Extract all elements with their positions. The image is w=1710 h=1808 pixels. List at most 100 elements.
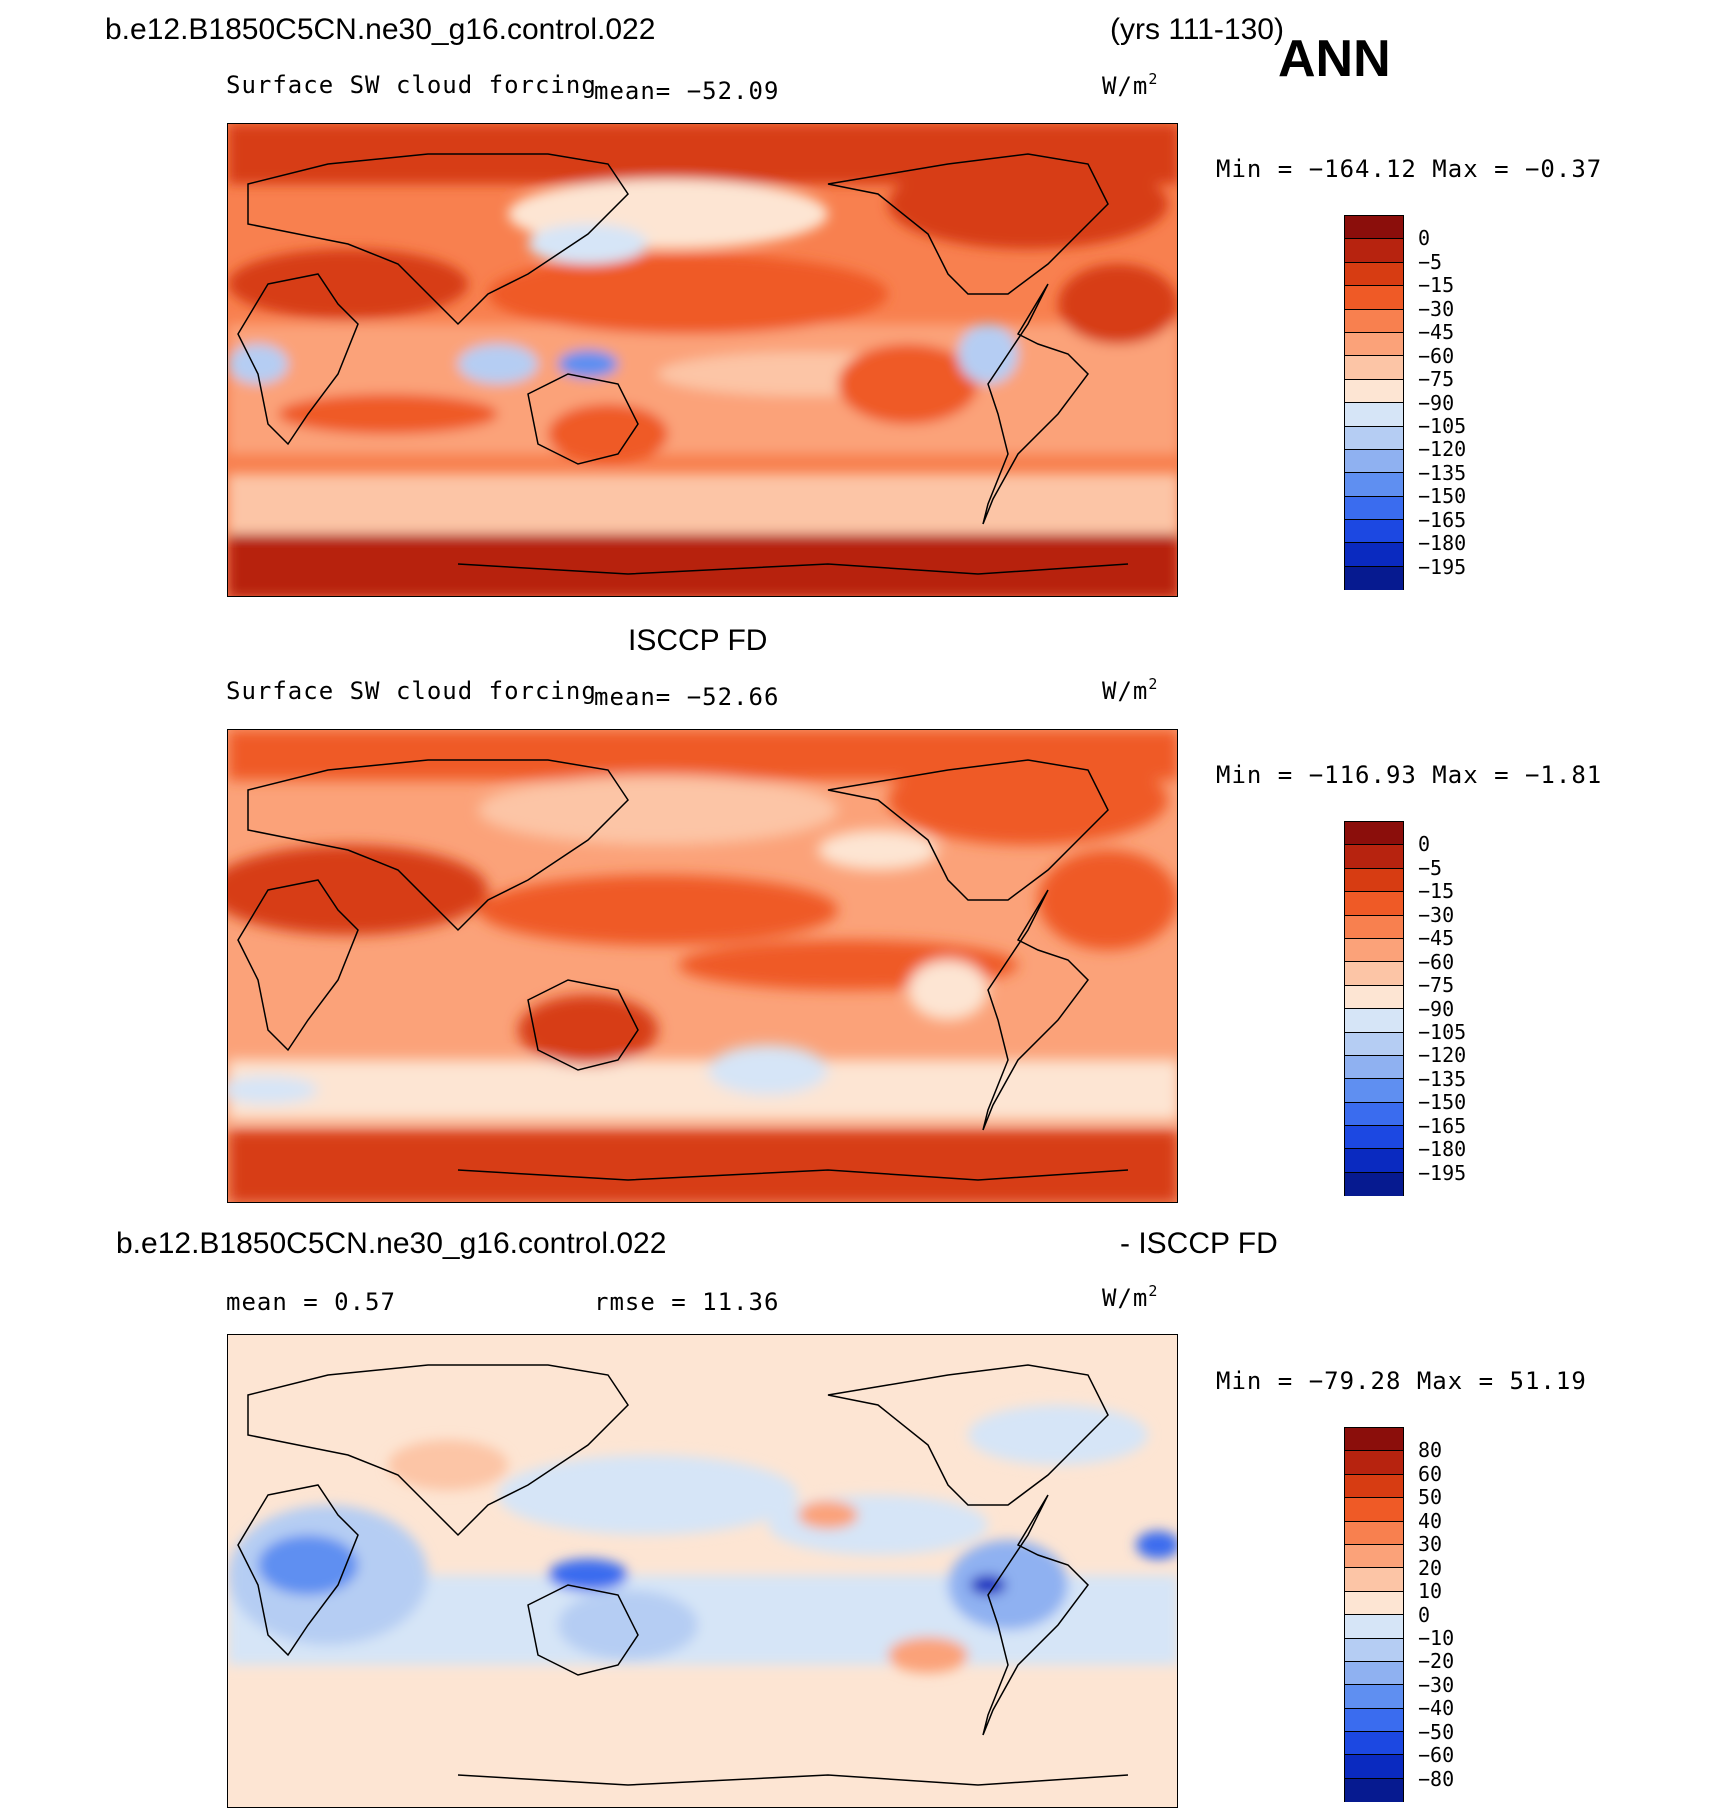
colorbar-swatch bbox=[1345, 379, 1403, 404]
colorbar-swatch bbox=[1345, 1778, 1403, 1803]
colorbar-swatch bbox=[1345, 962, 1403, 986]
colorbar-level-label: 10 bbox=[1418, 1579, 1443, 1604]
colorbar-swatch bbox=[1345, 1568, 1403, 1592]
colorbar-level-label: −195 bbox=[1418, 554, 1467, 579]
colorbar-level-label: −40 bbox=[1418, 1696, 1455, 1721]
colorbar-level-label: 0 bbox=[1418, 1602, 1431, 1627]
colorbar-level-label: −165 bbox=[1418, 507, 1467, 532]
panel1-map bbox=[227, 123, 1178, 597]
colorbar-level-label: −30 bbox=[1418, 1672, 1455, 1697]
case-title: b.e12.B1850C5CN.ne30_g16.control.022 bbox=[105, 13, 656, 46]
colorbar-swatch bbox=[1345, 985, 1403, 1010]
colorbar-level-label: −165 bbox=[1418, 1113, 1467, 1138]
colorbar-level-label: −60 bbox=[1418, 1743, 1455, 1768]
panel2-variable: Surface SW cloud forcing bbox=[226, 677, 597, 705]
colorbar-swatch bbox=[1345, 915, 1403, 939]
colorbar-swatch bbox=[1345, 822, 1403, 846]
colorbar-swatch bbox=[1345, 1638, 1403, 1662]
panel1-units: W/m2 bbox=[1102, 70, 1159, 100]
colorbar-level-label: 80 bbox=[1418, 1438, 1443, 1463]
colorbar-swatch bbox=[1345, 449, 1403, 474]
colorbar-level-label: −150 bbox=[1418, 1090, 1467, 1115]
colorbar-level-label: −15 bbox=[1418, 273, 1455, 298]
colorbar-swatch bbox=[1345, 239, 1403, 263]
panel3-rmse: rmse = 11.36 bbox=[594, 1288, 780, 1316]
colorbar-level-label: 30 bbox=[1418, 1532, 1443, 1557]
colorbar-swatch bbox=[1345, 262, 1403, 287]
colorbar-swatch bbox=[1345, 1755, 1403, 1779]
panel2-colorbar bbox=[1344, 821, 1404, 1197]
colorbar-swatch bbox=[1345, 496, 1403, 521]
colorbar-level-label: 60 bbox=[1418, 1461, 1443, 1486]
colorbar-swatch bbox=[1345, 1591, 1403, 1616]
colorbar-swatch bbox=[1345, 1032, 1403, 1056]
colorbar-level-label: −150 bbox=[1418, 484, 1467, 509]
panel3-units: W/m2 bbox=[1102, 1282, 1159, 1312]
colorbar-level-label: −195 bbox=[1418, 1160, 1467, 1185]
colorbar-level-label: −45 bbox=[1418, 926, 1455, 951]
colorbar-swatch bbox=[1345, 1428, 1403, 1452]
colorbar-level-label: −5 bbox=[1418, 249, 1443, 274]
colorbar-level-label: −10 bbox=[1418, 1625, 1455, 1650]
colorbar-swatch bbox=[1345, 286, 1403, 310]
colorbar-swatch bbox=[1345, 1172, 1403, 1197]
colorbar-level-label: −75 bbox=[1418, 367, 1455, 392]
colorbar-level-label: −180 bbox=[1418, 531, 1467, 556]
panel3-title-left: b.e12.B1850C5CN.ne30_g16.control.022 bbox=[116, 1227, 667, 1260]
colorbar-level-label: 50 bbox=[1418, 1485, 1443, 1510]
years-label: (yrs 111-130) bbox=[1110, 13, 1284, 46]
colorbar-level-label: −50 bbox=[1418, 1719, 1455, 1744]
colorbar-level-label: −75 bbox=[1418, 973, 1455, 998]
colorbar-level-label: −105 bbox=[1418, 1019, 1467, 1044]
colorbar-level-label: −60 bbox=[1418, 949, 1455, 974]
colorbar-swatch bbox=[1345, 356, 1403, 380]
panel3-title-right: - ISCCP FD bbox=[1120, 1227, 1278, 1260]
colorbar-swatch bbox=[1345, 1126, 1403, 1150]
colorbar-swatch bbox=[1345, 1661, 1403, 1686]
colorbar-swatch bbox=[1345, 1544, 1403, 1569]
colorbar-swatch bbox=[1345, 1079, 1403, 1103]
colorbar-swatch bbox=[1345, 1149, 1403, 1173]
colorbar-swatch bbox=[1345, 892, 1403, 916]
colorbar-level-label: −90 bbox=[1418, 996, 1455, 1021]
colorbar-swatch bbox=[1345, 520, 1403, 544]
colorbar-swatch bbox=[1345, 1009, 1403, 1033]
colorbar-swatch bbox=[1345, 868, 1403, 893]
colorbar-swatch bbox=[1345, 1615, 1403, 1639]
panel3-minmax: Min = −79.28 Max = 51.19 bbox=[1216, 1367, 1587, 1395]
panel3-colorbar bbox=[1344, 1427, 1404, 1803]
colorbar-swatch bbox=[1345, 1451, 1403, 1475]
panel2-map bbox=[227, 729, 1178, 1203]
colorbar-level-label: −105 bbox=[1418, 413, 1467, 438]
colorbar-level-label: −5 bbox=[1418, 855, 1443, 880]
panel3-map bbox=[227, 1334, 1178, 1808]
panel2-mean: mean= −52.66 bbox=[594, 683, 780, 711]
panel1-variable: Surface SW cloud forcing bbox=[226, 71, 597, 99]
panel1-mean: mean= −52.09 bbox=[594, 77, 780, 105]
colorbar-swatch bbox=[1345, 938, 1403, 963]
panel2-minmax: Min = −116.93 Max = −1.81 bbox=[1216, 761, 1603, 789]
colorbar-level-label: −20 bbox=[1418, 1649, 1455, 1674]
colorbar-swatch bbox=[1345, 543, 1403, 567]
colorbar-swatch bbox=[1345, 845, 1403, 869]
colorbar-swatch bbox=[1345, 426, 1403, 450]
colorbar-level-label: 20 bbox=[1418, 1555, 1443, 1580]
colorbar-level-label: −120 bbox=[1418, 437, 1467, 462]
colorbar-level-label: −180 bbox=[1418, 1137, 1467, 1162]
colorbar-swatch bbox=[1345, 566, 1403, 591]
colorbar-swatch bbox=[1345, 1102, 1403, 1127]
panel2-map-svg bbox=[228, 730, 1177, 1202]
colorbar-level-label: −80 bbox=[1418, 1766, 1455, 1791]
colorbar-swatch bbox=[1345, 309, 1403, 333]
colorbar-swatch bbox=[1345, 1685, 1403, 1709]
panel2-title: ISCCP FD bbox=[628, 624, 768, 657]
colorbar-level-label: −30 bbox=[1418, 296, 1455, 321]
colorbar-swatch bbox=[1345, 403, 1403, 427]
panel1-colorbar bbox=[1344, 215, 1404, 591]
colorbar-swatch bbox=[1345, 1521, 1403, 1545]
colorbar-swatch bbox=[1345, 1474, 1403, 1499]
season-label: ANN bbox=[1278, 30, 1391, 88]
colorbar-swatch bbox=[1345, 216, 1403, 240]
panel3-map-svg bbox=[228, 1335, 1177, 1807]
colorbar-level-label: −135 bbox=[1418, 460, 1467, 485]
